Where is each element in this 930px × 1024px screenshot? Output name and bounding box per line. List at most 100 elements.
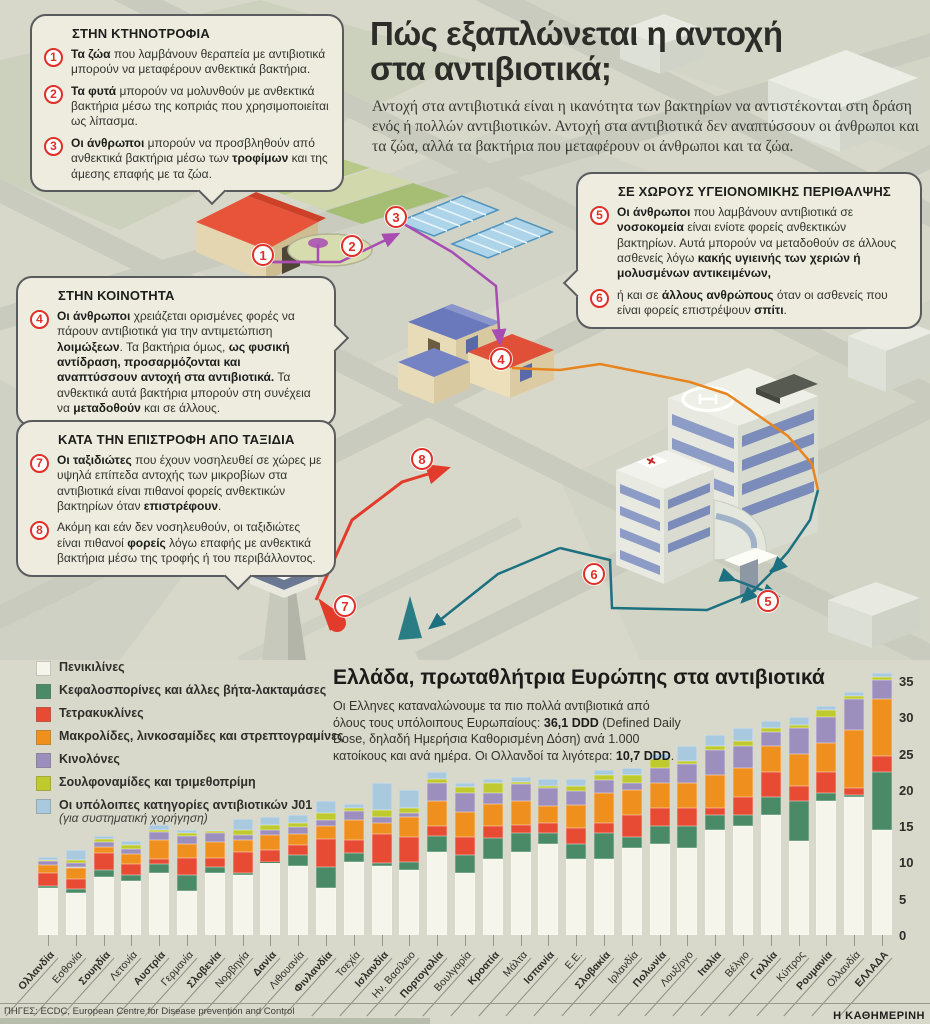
bar-segment bbox=[93, 839, 114, 843]
step-number-badge: 6 bbox=[590, 288, 609, 308]
bar-segment bbox=[649, 808, 670, 827]
text-segment: 36,1 DDD bbox=[543, 715, 599, 730]
y-axis-tick-label: 25 bbox=[899, 746, 914, 762]
step-number-badge: 8 bbox=[30, 521, 49, 541]
bar-segment bbox=[427, 778, 448, 783]
map-step-badge-1: 1 bbox=[252, 244, 274, 266]
bar-segment bbox=[93, 876, 114, 935]
bar-segment bbox=[733, 746, 753, 769]
text-segment: λόγω επαφής με ανθεκτικά βακτήρια μέσω τ… bbox=[57, 535, 316, 566]
legend-note: (για συστηματική χορήγηση) bbox=[59, 811, 208, 826]
bar-segment bbox=[232, 839, 253, 852]
x-axis-tick bbox=[353, 935, 355, 946]
callout-healthcare: ΣΕ ΧΩΡΟΥΣ ΥΓΕΙΟΝΟΜΙΚΗΣ ΠΕΡΙΘΑΛΨΗΣ 5 Οι άν… bbox=[562, 172, 922, 329]
bar-segment bbox=[455, 811, 475, 838]
bar-segment bbox=[121, 863, 142, 876]
bar-segment bbox=[510, 800, 531, 825]
bar-segment bbox=[510, 784, 531, 801]
step-text: Οι ταξιδιώτες που έχουν νοσηλευθεί σε χώ… bbox=[57, 453, 322, 514]
legend-item: Τετρακυκλίνες bbox=[36, 706, 344, 722]
page-title: Πώς εξαπλώνεται η αντοχή στα αντιβιοτικά… bbox=[370, 16, 783, 87]
callout-step: 8 Ακόμη και εάν δεν νοσηλευθούν, οι ταξιδ… bbox=[30, 520, 322, 566]
bar-segment bbox=[538, 844, 559, 935]
bar-segment bbox=[343, 852, 364, 862]
bar-segment bbox=[204, 858, 225, 867]
bar-segment bbox=[455, 782, 475, 787]
bar-segment bbox=[621, 815, 642, 838]
bar-segment bbox=[733, 740, 753, 747]
step-text: Οι άνθρωποι που λαμβάνουν αντιβιοτικά σε… bbox=[617, 205, 908, 282]
bar-segment bbox=[232, 851, 253, 873]
y-axis-tick-label: 35 bbox=[899, 674, 914, 689]
text-segment: που έχουν νοσηλευθεί σε χώρες με υψηλά ε… bbox=[57, 453, 322, 514]
map-step-badge-3: 3 bbox=[385, 206, 407, 228]
bar-segment bbox=[399, 862, 420, 870]
bar-segment bbox=[677, 782, 698, 808]
bar-segment bbox=[538, 805, 559, 823]
bar-segment bbox=[844, 696, 865, 700]
bar-segment bbox=[177, 874, 197, 892]
bar-segment bbox=[733, 728, 753, 741]
step-text: Ακόμη και εάν δεν νοσηλευθούν, οι ταξιδι… bbox=[57, 520, 322, 566]
text-segment: που λαμβάνουν θεραπεία με αντιβιοτικά μπ… bbox=[71, 47, 326, 77]
y-axis-tick-label: 20 bbox=[899, 782, 914, 798]
text-segment: λοιμώξεων bbox=[57, 339, 120, 354]
bar-segment bbox=[594, 822, 614, 834]
bar-segment bbox=[649, 826, 670, 845]
bar-segment bbox=[427, 851, 448, 935]
bar-segment bbox=[204, 842, 225, 859]
bar-segment bbox=[677, 764, 698, 783]
bar-segment bbox=[260, 817, 281, 826]
text-segment: μεταδοθούν bbox=[73, 401, 141, 416]
bar-segment bbox=[371, 822, 392, 835]
bar-segment bbox=[260, 862, 281, 935]
callout-step: 2 Τα φυτά μπορούν να μολυνθούν με ανθεκτι… bbox=[44, 84, 330, 130]
bar-segment bbox=[399, 789, 420, 808]
houses-icon bbox=[398, 304, 554, 404]
bar-segment bbox=[177, 844, 197, 859]
text-segment: ή και σε bbox=[617, 287, 662, 302]
bar-segment bbox=[288, 866, 309, 935]
bar-segment bbox=[121, 849, 142, 855]
bar-segment bbox=[482, 778, 503, 784]
map-step-badge-7: 7 bbox=[334, 595, 356, 617]
bar-segment bbox=[232, 830, 253, 835]
bar-segment bbox=[343, 810, 364, 820]
x-axis-tick bbox=[214, 935, 216, 946]
bar-segment bbox=[816, 742, 837, 772]
bar-segment bbox=[705, 775, 726, 808]
bar-segment bbox=[427, 826, 448, 836]
bar-segment bbox=[844, 699, 865, 730]
bar-segment bbox=[482, 793, 503, 805]
step-number-badge: 3 bbox=[44, 136, 63, 156]
bar-segment bbox=[788, 724, 809, 729]
x-axis-tick bbox=[798, 935, 800, 946]
bar-segment bbox=[455, 855, 475, 874]
bar-segment bbox=[733, 826, 753, 935]
callout-heading: ΚΑΤΑ ΤΗΝ ΕΠΙΣΤΡΟΦΗ ΑΠΟ ΤΑΞΙΔΙΑ bbox=[58, 432, 295, 447]
callout-travel: ΚΑΤΑ ΤΗΝ ΕΠΙΣΤΡΟΦΗ ΑΠΟ ΤΑΞΙΔΙΑ 7 Οι ταξιδ… bbox=[16, 420, 336, 590]
text-segment: τροφίμων bbox=[232, 151, 289, 166]
bar-segment bbox=[343, 808, 364, 811]
x-axis-tick bbox=[492, 935, 494, 946]
bar-segment bbox=[177, 832, 197, 836]
bar-segment bbox=[482, 826, 503, 839]
bar-segment bbox=[482, 783, 503, 794]
text-segment: Τα ανθεκτικά αυτά βακτήρια μπορούν στη σ… bbox=[57, 370, 311, 416]
bar-segment bbox=[427, 835, 448, 852]
route-livestock-line bbox=[272, 222, 507, 347]
bar-segment bbox=[510, 824, 531, 834]
x-axis-tick bbox=[381, 935, 383, 946]
bar-segment bbox=[399, 808, 420, 814]
greenhouse-icon bbox=[395, 195, 555, 259]
x-axis-tick bbox=[576, 935, 578, 946]
legend-item: Μακρολίδες, λινκοσαμίδες και στρεπτογραμ… bbox=[36, 729, 344, 745]
bar-segment bbox=[705, 749, 726, 776]
text-segment: . bbox=[670, 748, 675, 763]
bar-segment bbox=[844, 729, 865, 788]
bar-segment bbox=[455, 837, 475, 856]
step-text: Οι άνθρωποι χρειάζεται ορισμένες φορές ν… bbox=[57, 309, 322, 417]
bar-segment bbox=[177, 858, 197, 875]
bar-segment bbox=[816, 793, 837, 801]
bar-segment bbox=[260, 825, 281, 830]
